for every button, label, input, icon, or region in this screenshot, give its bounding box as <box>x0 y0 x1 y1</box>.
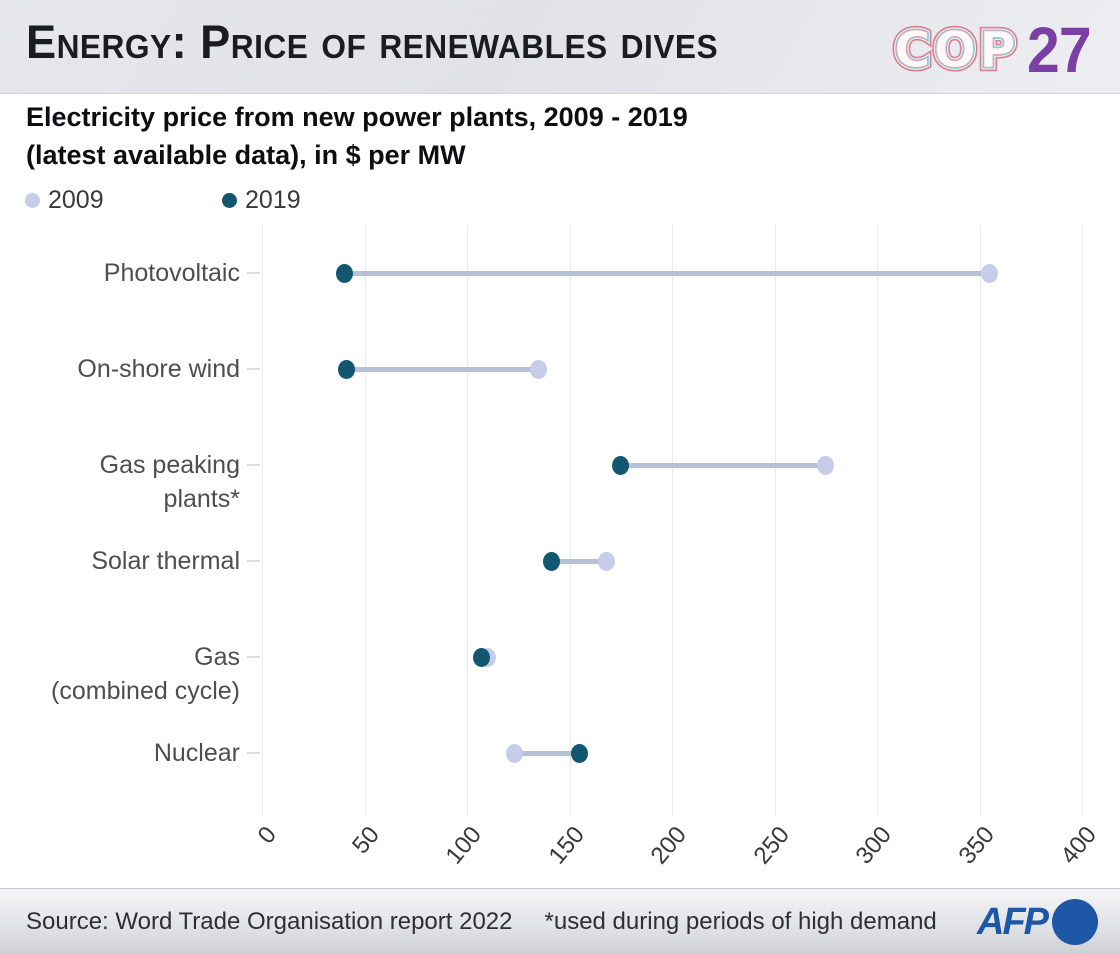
legend-label-2009: 2009 <box>48 185 104 214</box>
gridline-350 <box>979 225 981 816</box>
chart-subtitle-line2: (latest available data), in $ per MW <box>26 140 466 170</box>
afp-logo: AFP <box>977 889 1098 954</box>
connector-line <box>344 271 990 276</box>
category-label: Nuclear <box>153 739 240 767</box>
category-tick-icon <box>247 464 260 466</box>
legend-dot-2019-icon <box>222 192 237 208</box>
category-tick-icon <box>247 656 260 658</box>
category-tick-icon <box>247 752 260 754</box>
dot-2019-photovoltaic <box>335 263 353 283</box>
cop-outline-logo-icon: COP COP COP COP <box>890 21 1020 79</box>
gridline-400 <box>1082 225 1083 816</box>
category-label: Gas peaking <box>99 451 240 479</box>
footer-text: Source: Word Trade Organisation report 2… <box>26 889 937 954</box>
footnote-text: *used during periods of high demand <box>544 908 937 935</box>
dot-2019-solar-thermal <box>542 551 560 571</box>
gridline-200 <box>672 225 673 816</box>
gridline-0 <box>262 225 263 816</box>
chart-subtitle: Electricity price from new power plants,… <box>26 98 688 174</box>
dot-2009-gas-peaking-plants- <box>817 455 835 475</box>
category-tick-icon <box>247 368 260 370</box>
category-label: Photovoltaic <box>103 259 240 287</box>
gridline-50 <box>364 225 366 816</box>
dot-2009-solar-thermal <box>597 551 615 571</box>
dot-2009-photovoltaic <box>981 263 999 283</box>
cop27-year: 27 <box>1026 14 1092 86</box>
category-tick-icon <box>247 560 260 562</box>
legend-label-2019: 2019 <box>245 185 301 214</box>
dot-2019-gas-peaking-plants- <box>612 455 630 475</box>
gridline-150 <box>569 225 571 816</box>
cop-outline-layer-white: COP <box>892 21 1019 79</box>
footer-band: Source: Word Trade Organisation report 2… <box>0 888 1120 954</box>
category-label: Solar thermal <box>91 547 240 575</box>
dot-2019-gas--combined-cycle- <box>472 647 490 667</box>
header-band: Energy: Price of renewables dives COP CO… <box>0 0 1120 94</box>
category-label: (combined cycle) <box>51 677 240 705</box>
page-title: Energy: Price of renewables dives <box>26 15 719 68</box>
legend-dot-2009-icon <box>25 192 40 208</box>
connector-line <box>514 751 580 756</box>
dot-2009-on-shore-wind <box>530 359 548 379</box>
cop27-logo: COP COP COP COP 27 <box>890 14 1096 86</box>
dot-2019-nuclear <box>571 743 589 763</box>
category-label: plants* <box>163 485 240 513</box>
cop-outline-layer-cyan: COP <box>893 21 1019 79</box>
category-label: Gas <box>194 643 240 671</box>
gridline-100 <box>467 225 468 816</box>
chart-subtitle-line1: Electricity price from new power plants,… <box>26 102 688 132</box>
connector-line <box>346 367 539 372</box>
dot-2009-nuclear <box>505 743 523 763</box>
connector-line <box>551 559 607 564</box>
category-label: On-shore wind <box>77 355 240 383</box>
connector-line <box>620 463 826 468</box>
afp-logo-text: AFP <box>977 900 1049 943</box>
legend-item-2009: 2009 <box>25 186 104 214</box>
dot-2019-on-shore-wind <box>337 359 355 379</box>
category-tick-icon <box>247 272 260 274</box>
afp-circle-icon <box>1052 899 1098 945</box>
gridline-250 <box>774 225 776 816</box>
legend-item-2019: 2019 <box>222 186 301 214</box>
gridline-300 <box>877 225 878 816</box>
cop-outline-layer-pink: COP <box>890 21 1020 79</box>
cop-outline-layer-fill: COP <box>893 21 1019 79</box>
source-text: Source: Word Trade Organisation report 2… <box>26 908 513 935</box>
